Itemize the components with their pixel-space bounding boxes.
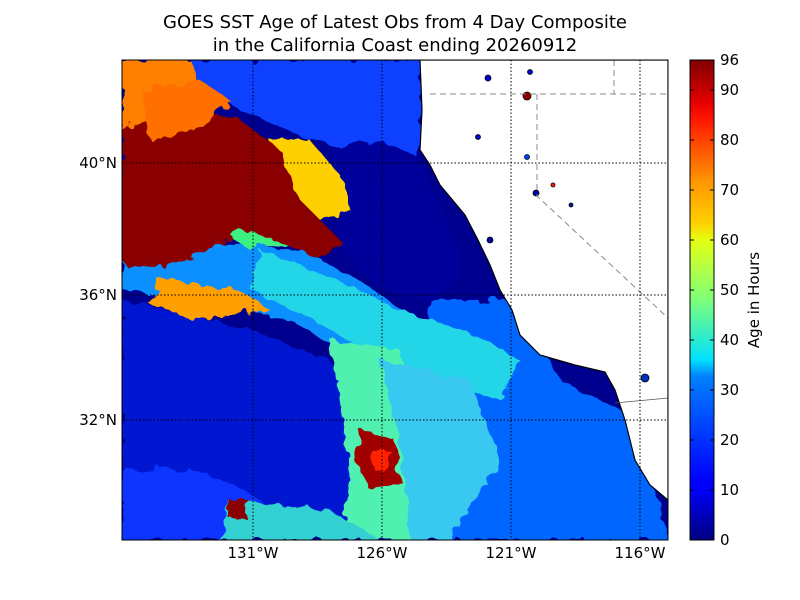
colorbar-tick-label: 60 [720, 231, 739, 249]
chart-title-line-1: GOES SST Age of Latest Obs from 4 Day Co… [163, 12, 627, 33]
lat-label: 40°N [79, 154, 117, 172]
field-red-south [370, 450, 392, 470]
mexico-border [614, 397, 668, 404]
inland-water [475, 69, 650, 383]
colorbar-tick-label: 70 [720, 181, 739, 199]
field-orange-patch [140, 80, 230, 140]
colorbar-tick-label: 96 [720, 51, 739, 69]
lat-label: 36°N [79, 286, 117, 304]
map-area [122, 60, 668, 540]
sst-age-field [122, 60, 668, 540]
field-cyan-sw [220, 500, 380, 540]
colorbar-ticks: 0 10 20 30 40 50 60 70 80 90 96 [690, 51, 739, 549]
colorbar-tick-label: 50 [720, 281, 739, 299]
field-darkred-north [122, 110, 340, 270]
chart-title-line-2: in the California Coast ending 20260912 [212, 35, 578, 56]
map-frame [121, 59, 669, 541]
colorbar-tick-label: 10 [720, 481, 739, 499]
state-borders [430, 60, 668, 319]
graticule [122, 60, 668, 540]
colorbar-tick-label: 0 [720, 531, 730, 549]
field-darkblue-eddy [330, 142, 462, 300]
field-cyan-band [250, 250, 520, 400]
colorbar-tick-label: 30 [720, 381, 739, 399]
land-california [419, 60, 668, 501]
lon-label: 121°W [486, 544, 537, 562]
lon-label: 126°W [357, 544, 408, 562]
field-cyan-south [380, 360, 500, 540]
colorbar-tick-label: 80 [720, 131, 739, 149]
lat-label: 32°N [79, 411, 117, 429]
field-orange-west [150, 280, 270, 320]
colorbar-tick-label: 90 [720, 81, 739, 99]
field-blue-north [170, 60, 420, 170]
colorbar [689, 59, 715, 541]
lon-label: 116°W [615, 544, 666, 562]
field-darkred-sw [228, 500, 250, 520]
lon-label: 131°W [228, 544, 279, 562]
colorbar-tick-label: 20 [720, 431, 739, 449]
field-yellow-north [270, 140, 350, 220]
colorbar-label: Age in Hours [745, 252, 763, 348]
colorbar-tick-label: 40 [720, 331, 739, 349]
